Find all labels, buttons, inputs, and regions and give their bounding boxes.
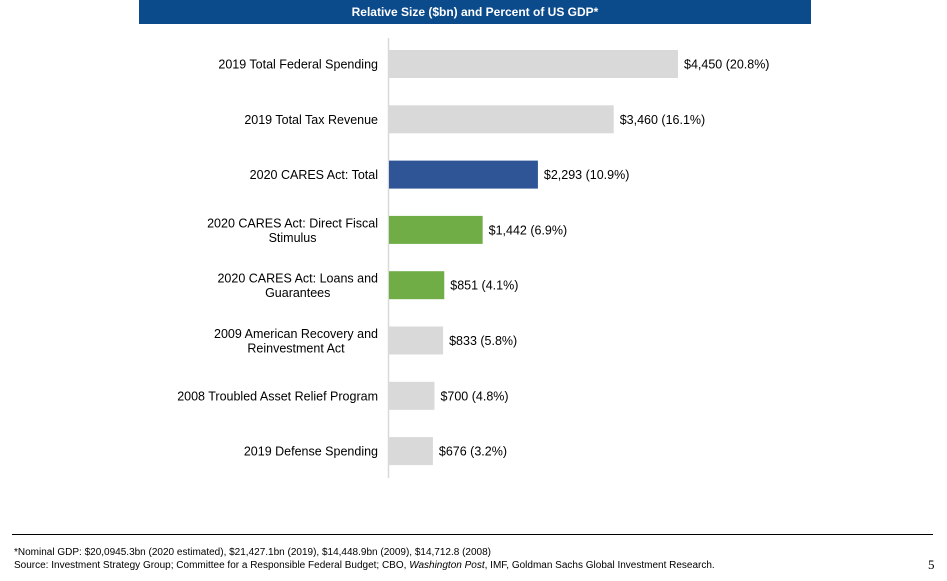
category-labels-group: 2019 Total Federal Spending 2019 Total Ta… [177,58,378,459]
bar [389,160,538,189]
data-label: $676 (3.2%) [439,445,507,459]
category-label: 2020 CARES Act: Total [250,168,378,182]
bar [389,271,445,300]
data-label: $2,293 (10.9%) [544,168,629,182]
category-label: 2019 Defense Spending [244,445,378,459]
data-label: $851 (4.1%) [450,279,518,293]
category-label: 2020 CARES Act: Loans and Guarantees [217,272,378,301]
source-note: Source: Investment Strategy Group; Commi… [14,560,715,572]
bar [389,437,433,466]
data-label: $3,460 (16.1%) [620,113,705,127]
bar [389,326,444,355]
bars-group [389,50,678,466]
chart-title-banner: Relative Size ($bn) and Percent of US GD… [139,0,811,24]
footer-divider [12,534,933,535]
bar [389,381,435,410]
bar [389,105,614,134]
category-label: 2019 Total Federal Spending [218,58,378,72]
data-label: $700 (4.8%) [440,389,508,403]
data-label: $1,442 (6.9%) [489,223,568,237]
bar [389,215,483,244]
gdp-footnote: *Nominal GDP: $20,0945.3bn (2020 estimat… [14,547,491,558]
source-italic: Washington Post [409,560,485,571]
chart-title: Relative Size ($bn) and Percent of US GD… [351,5,599,19]
bar [389,50,678,78]
page-number: 5 [928,557,935,572]
category-label: 2019 Total Tax Revenue [244,113,378,127]
data-label: $833 (5.8%) [449,334,517,348]
category-label: 2008 Troubled Asset Relief Program [177,389,378,403]
category-label: 2020 CARES Act: Direct Fiscal Stimulus [207,216,378,245]
source-prefix: Source: Investment Strategy Group; Commi… [14,560,410,571]
source-suffix: , IMF, Goldman Sachs Global Investment R… [484,560,715,571]
data-label: $4,450 (20.8%) [684,58,769,72]
data-labels-group: $4,450 (20.8%) $3,460 (16.1%) $2,293 (10.9… [439,58,770,459]
bar-chart: 2019 Total Federal Spending 2019 Total Ta… [177,38,770,478]
category-label: 2009 American Recovery and Reinvestment A… [214,327,378,356]
